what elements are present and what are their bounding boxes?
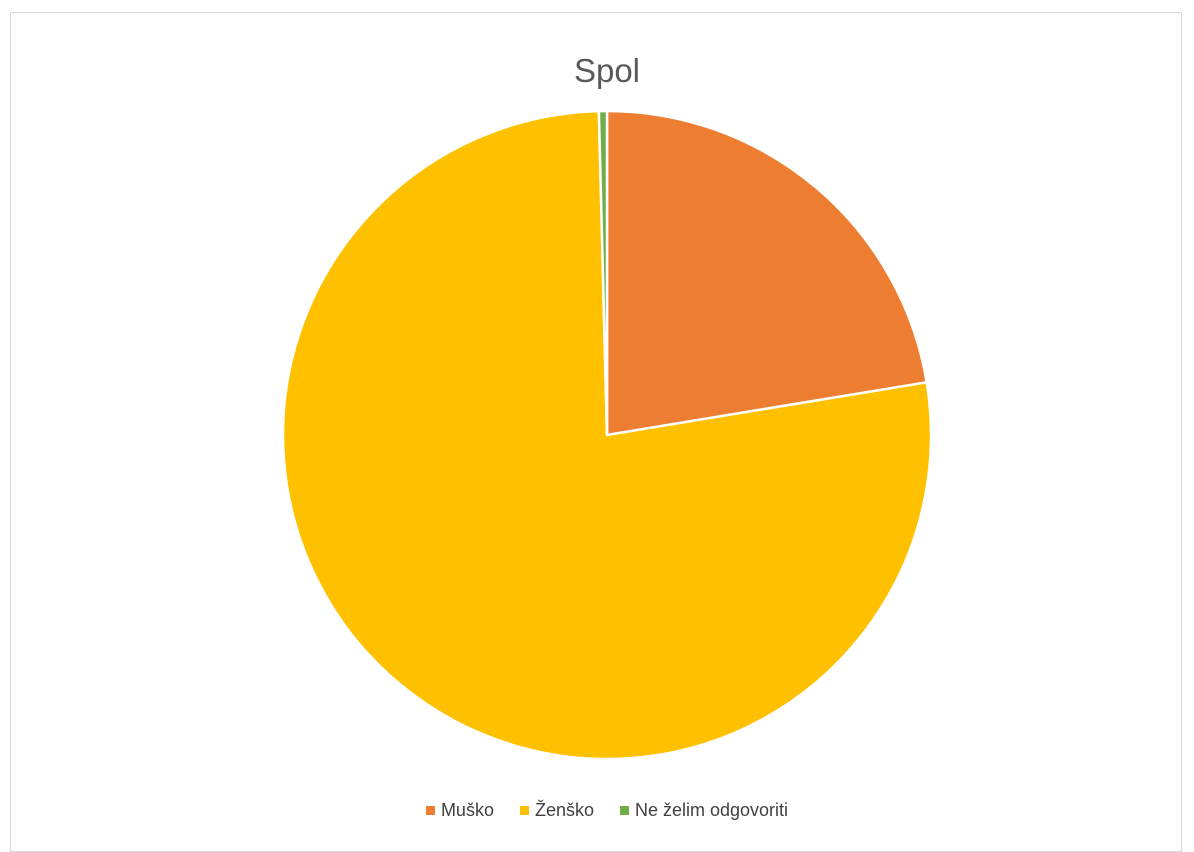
legend-item: Ne želim odgovoriti bbox=[619, 800, 789, 821]
pie-slice-musko bbox=[605, 109, 928, 437]
legend: Muško Ženško Ne želim odgovoriti bbox=[0, 800, 1194, 821]
legend-label: Ne želim odgovoriti bbox=[634, 800, 789, 820]
legend-label: Muško bbox=[440, 800, 494, 820]
legend-item: Ženško bbox=[519, 800, 594, 821]
pie-slice-ne-zelim-odgovoriti bbox=[597, 109, 609, 437]
legend-item: Muško bbox=[425, 800, 494, 821]
chart-title: Spol bbox=[573, 52, 641, 89]
legend-swatch bbox=[425, 806, 435, 815]
legend-label: Ženško bbox=[534, 800, 594, 820]
pie-slices bbox=[281, 109, 933, 761]
legend-swatch bbox=[619, 806, 629, 815]
legend-swatch bbox=[519, 806, 529, 815]
